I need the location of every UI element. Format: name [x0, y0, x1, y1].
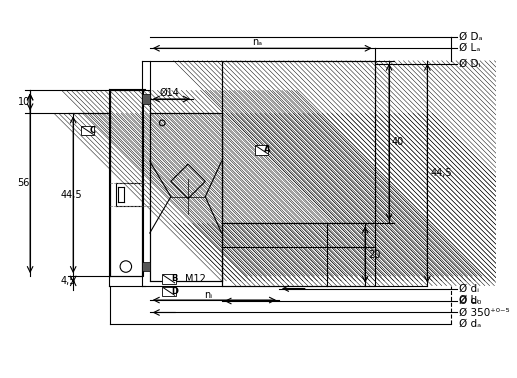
Text: Ø dₐ: Ø dₐ [459, 319, 481, 329]
Text: Ø Lᵢ: Ø Lᵢ [459, 295, 478, 305]
Text: 44,5: 44,5 [430, 168, 452, 178]
Text: 4,5: 4,5 [60, 276, 76, 286]
Text: Ø Lₐ: Ø Lₐ [459, 43, 480, 53]
Text: Ø dᵢ: Ø dᵢ [459, 284, 479, 294]
Bar [150, 113, 222, 281]
Bar [142, 262, 150, 271]
Text: 10: 10 [18, 97, 30, 107]
Bar [142, 94, 150, 104]
Text: D: D [171, 287, 178, 296]
Text: B: B [171, 274, 177, 284]
Text: nᵢ: nᵢ [204, 290, 212, 300]
Bar [110, 90, 143, 276]
Text: Ø14: Ø14 [159, 87, 179, 97]
Bar [255, 145, 268, 155]
Bar [222, 61, 375, 223]
Text: A: A [264, 145, 270, 154]
Bar [162, 287, 176, 296]
Text: 56: 56 [18, 178, 30, 188]
Text: nₐ: nₐ [252, 37, 262, 46]
Text: 40: 40 [392, 137, 404, 147]
Bar [81, 126, 94, 135]
Bar [162, 274, 176, 284]
Text: Ø 350⁺⁰⁻⁵: Ø 350⁺⁰⁻⁵ [459, 307, 510, 318]
Text: 20: 20 [368, 250, 381, 260]
Text: Ø Dₐ: Ø Dₐ [459, 32, 482, 42]
Text: Ø d₀: Ø d₀ [459, 296, 481, 306]
Bar [222, 223, 375, 286]
Text: C: C [89, 126, 96, 135]
Text: M12: M12 [185, 274, 206, 284]
Text: 44,5: 44,5 [60, 190, 82, 200]
Text: Ø Dᵢ: Ø Dᵢ [459, 59, 480, 68]
